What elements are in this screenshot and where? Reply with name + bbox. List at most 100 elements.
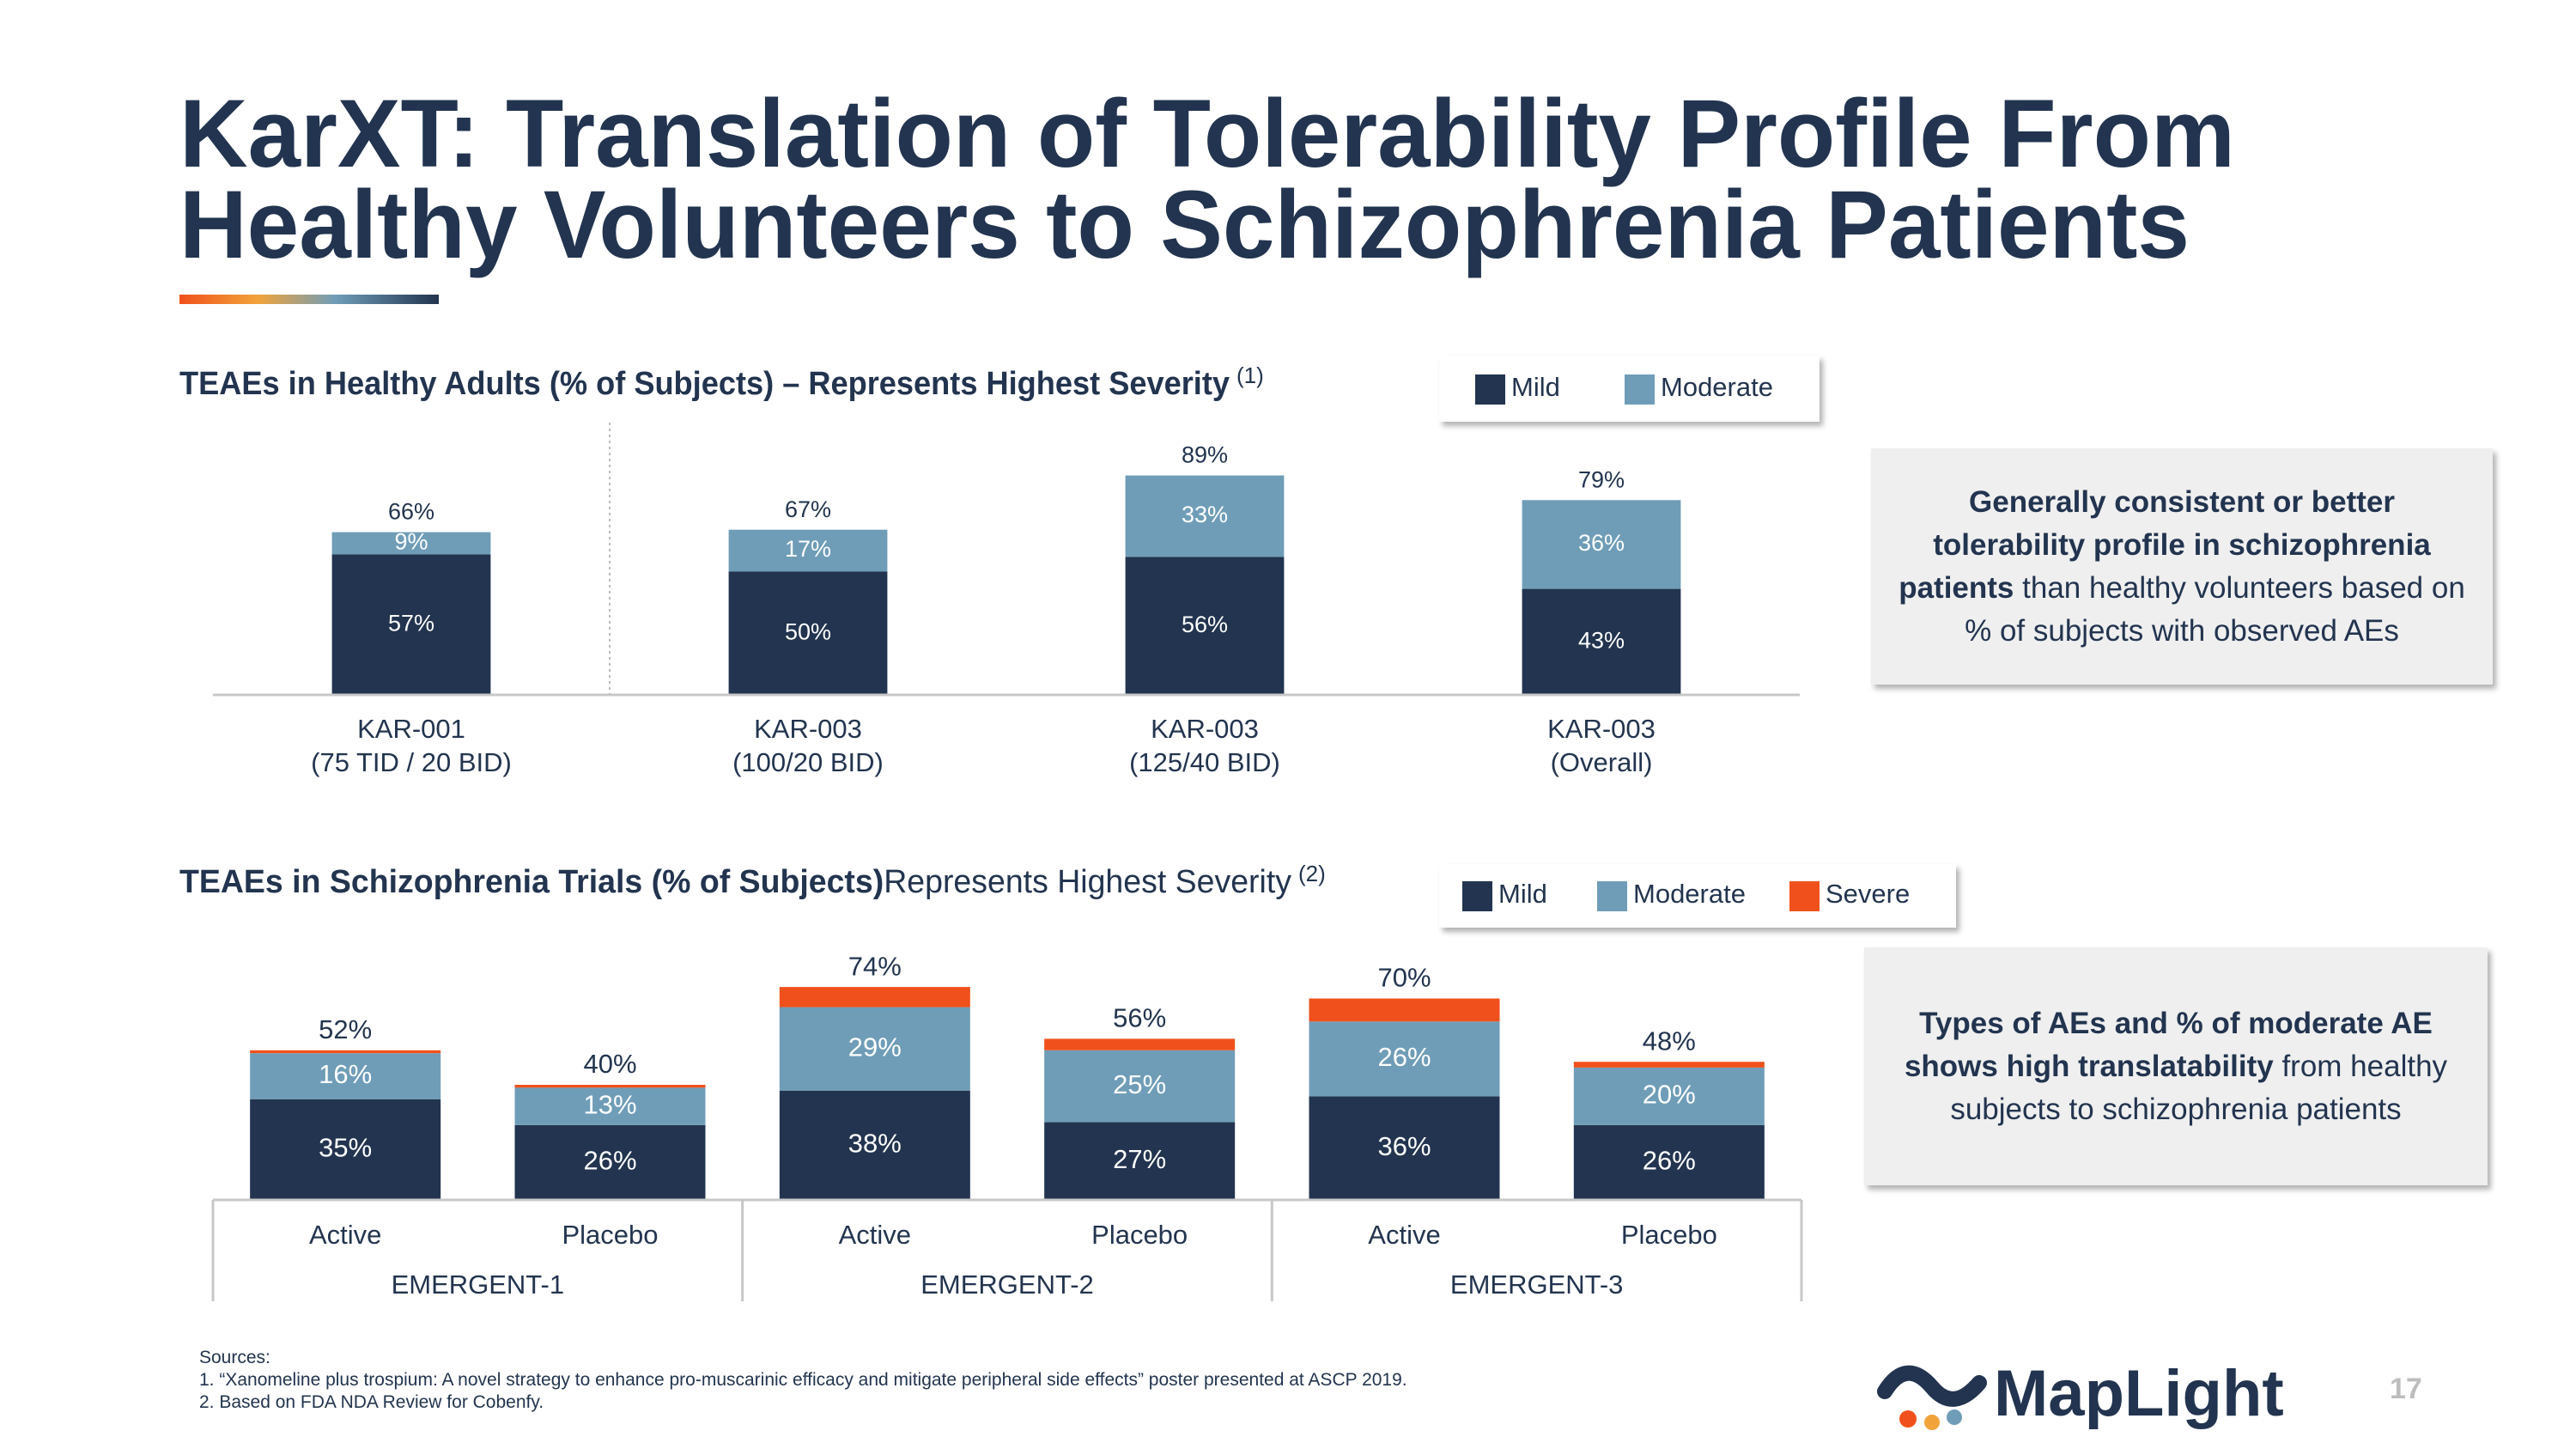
subtitle-rest: Represents Highest Severity bbox=[884, 864, 1291, 900]
bar-segment bbox=[1309, 1096, 1500, 1200]
accent-bar bbox=[179, 295, 439, 304]
bar-segment bbox=[1573, 1067, 1765, 1125]
x-tick-label: (125/40 BID) bbox=[1129, 747, 1280, 777]
segment-label: 25% bbox=[1113, 1069, 1166, 1099]
x-tick-label: Active bbox=[1368, 1220, 1440, 1250]
bar-segment bbox=[779, 1090, 970, 1200]
title-line: KarXT: Translation of Tolerability Profi… bbox=[179, 80, 2235, 187]
bar-segment bbox=[1573, 1124, 1765, 1200]
legend-label: Severe bbox=[1826, 879, 1910, 909]
segment-label: 16% bbox=[319, 1059, 372, 1089]
chart-subtitle: TEAEs in Schizophrenia Trials (% of Subj… bbox=[179, 864, 1291, 900]
bar-segment bbox=[514, 1085, 706, 1088]
legend-label: Moderate bbox=[1661, 372, 1773, 402]
x-tick-label: Placebo bbox=[1091, 1220, 1188, 1250]
callout-text: than healthy volunteers based on % of su… bbox=[1965, 570, 2465, 648]
total-label: 89% bbox=[1182, 442, 1228, 468]
bar-segment bbox=[1125, 475, 1285, 557]
legend-swatch bbox=[1625, 374, 1655, 405]
segment-label: 56% bbox=[1182, 612, 1228, 637]
bar-segment bbox=[1044, 1038, 1236, 1050]
total-label: 40% bbox=[583, 1049, 636, 1079]
segment-label: 57% bbox=[388, 610, 434, 636]
source-item: 2. Based on FDA NDA Review for Cobenfy. bbox=[199, 1392, 544, 1412]
x-tick-label: (100/20 BID) bbox=[732, 747, 884, 777]
bar-segment bbox=[1522, 588, 1681, 695]
bar-segment bbox=[728, 529, 888, 572]
bar-segment bbox=[331, 554, 491, 695]
x-tick-label: (Overall) bbox=[1551, 747, 1653, 777]
bar-segment bbox=[1309, 1021, 1500, 1097]
total-label: 66% bbox=[388, 499, 434, 525]
group-label: EMERGENT-1 bbox=[392, 1269, 565, 1300]
group-label: EMERGENT-2 bbox=[920, 1269, 1094, 1300]
bar-segment bbox=[514, 1087, 706, 1125]
group-label: EMERGENT-3 bbox=[1450, 1269, 1624, 1300]
legend-swatch bbox=[1462, 881, 1492, 911]
subtitle-note: (2) bbox=[1298, 861, 1326, 886]
segment-label: 35% bbox=[319, 1133, 372, 1163]
x-tick-label: Placebo bbox=[562, 1220, 658, 1250]
legend-label: Mild bbox=[1498, 879, 1547, 909]
x-tick-label: Active bbox=[839, 1220, 911, 1250]
bar-segment bbox=[779, 1007, 970, 1091]
segment-label: 17% bbox=[785, 536, 831, 562]
bar-segment bbox=[1125, 557, 1285, 695]
x-tick-label: Active bbox=[309, 1220, 381, 1250]
segment-label: 20% bbox=[1643, 1080, 1696, 1110]
x-tick-label: (75 TID / 20 BID) bbox=[311, 747, 512, 777]
segment-label: 43% bbox=[1578, 627, 1625, 653]
total-label: 52% bbox=[319, 1014, 372, 1044]
bar-segment bbox=[1522, 500, 1681, 589]
segment-label: 38% bbox=[848, 1129, 902, 1159]
sources-heading: Sources: bbox=[199, 1348, 270, 1367]
legend-swatch bbox=[1597, 881, 1627, 911]
bar-segment bbox=[250, 1053, 441, 1099]
subtitle-bold: TEAEs in Healthy Adults (% of Subjects) … bbox=[179, 366, 1230, 402]
x-tick-label: KAR-003 bbox=[1151, 714, 1259, 744]
segment-label: 36% bbox=[1578, 530, 1625, 556]
logo-icon bbox=[1877, 1365, 1987, 1430]
legend-label: Moderate bbox=[1633, 879, 1746, 909]
callout-bold: Generally consistent or better tolerabil… bbox=[1899, 484, 2431, 605]
segment-label: 26% bbox=[1377, 1042, 1431, 1072]
total-label: 67% bbox=[785, 496, 831, 522]
title-line: Healthy Volunteers to Schizophrenia Pati… bbox=[179, 171, 2190, 278]
bar-segment bbox=[779, 987, 970, 1008]
logo-text: MapLight bbox=[1994, 1357, 2284, 1430]
segment-label: 13% bbox=[583, 1089, 636, 1119]
bar-segment bbox=[1044, 1122, 1236, 1200]
segment-label: 27% bbox=[1113, 1144, 1166, 1174]
callout-text: from healthy subjects to schizophrenia p… bbox=[1950, 1049, 2448, 1126]
subtitle-bold: TEAEs in Schizophrenia Trials (% of Subj… bbox=[179, 864, 884, 900]
x-tick-label: Placebo bbox=[1621, 1220, 1717, 1250]
total-label: 48% bbox=[1643, 1026, 1696, 1056]
bar-segment bbox=[1044, 1050, 1236, 1123]
bar-segment bbox=[1309, 998, 1500, 1022]
bar-segment bbox=[250, 1099, 441, 1200]
sources: Sources: 1. “Xanomeline plus trospium: A… bbox=[199, 1347, 1407, 1414]
segment-label: 26% bbox=[1643, 1146, 1696, 1176]
source-item: 1. “Xanomeline plus trospium: A novel st… bbox=[199, 1370, 1407, 1390]
segment-label: 33% bbox=[1182, 502, 1228, 527]
x-tick-label: KAR-003 bbox=[1547, 714, 1656, 744]
bar-segment bbox=[1573, 1062, 1765, 1068]
segment-label: 36% bbox=[1377, 1131, 1431, 1161]
segment-label: 29% bbox=[848, 1032, 902, 1062]
segment-label: 9% bbox=[394, 529, 428, 555]
page-number: 17 bbox=[2390, 1373, 2422, 1405]
x-tick-label: KAR-001 bbox=[357, 714, 465, 744]
legend-label: Mild bbox=[1511, 372, 1560, 402]
subtitle-note: (1) bbox=[1236, 362, 1264, 388]
total-label: 74% bbox=[848, 951, 902, 981]
bar-segment bbox=[250, 1050, 441, 1054]
total-label: 79% bbox=[1578, 466, 1625, 492]
chart-subtitle: TEAEs in Healthy Adults (% of Subjects) … bbox=[179, 366, 1230, 402]
bar-segment bbox=[514, 1124, 706, 1200]
bar-segment bbox=[331, 532, 491, 555]
total-label: 70% bbox=[1377, 963, 1431, 993]
callout: Types of AEs and % of moderate AE shows … bbox=[1864, 947, 2488, 1185]
callout: Generally consistent or better tolerabil… bbox=[1871, 448, 2493, 685]
